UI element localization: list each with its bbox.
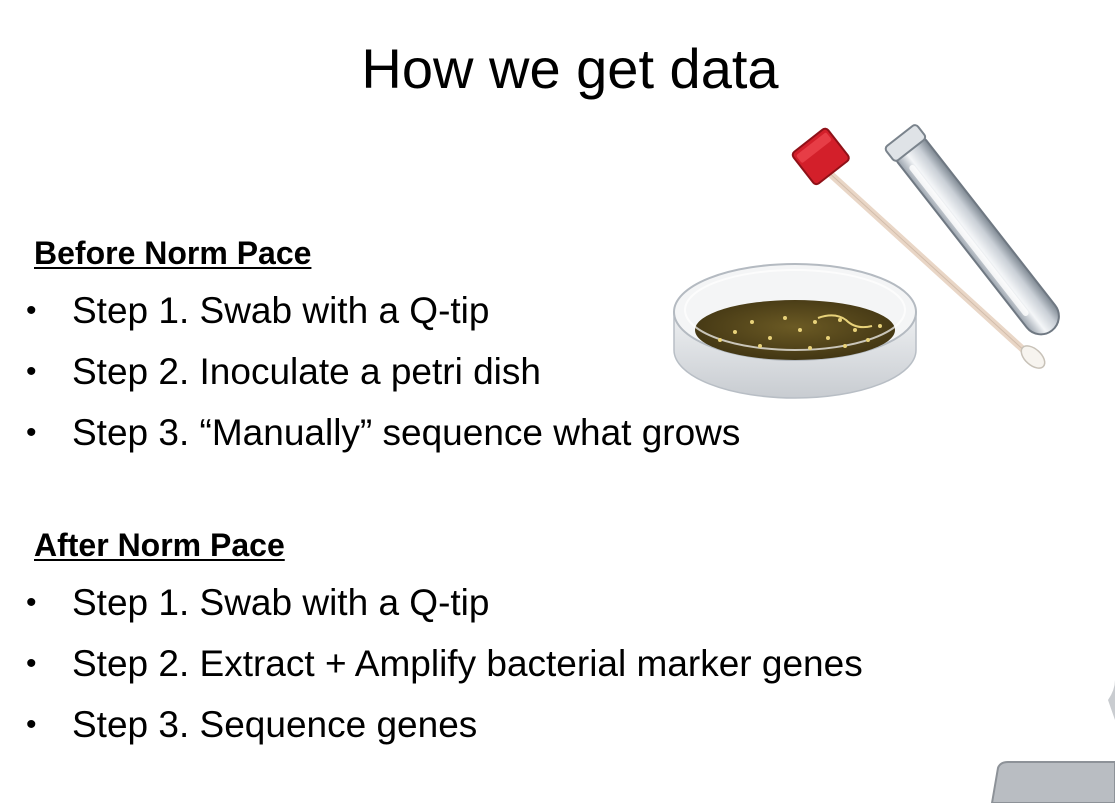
slide-title: How we get data: [361, 37, 779, 100]
bullet-icon: •: [26, 355, 37, 388]
after-heading: After Norm Pace: [34, 527, 285, 563]
bullet-icon: •: [26, 416, 37, 449]
swab-icon: [791, 127, 1046, 369]
bullet-icon: •: [26, 647, 37, 680]
step-text: Step 1. Swab with a Q-tip: [72, 290, 490, 331]
bullet-icon: •: [26, 294, 37, 327]
bullet-icon: •: [26, 708, 37, 741]
bullet-icon: •: [26, 586, 37, 619]
step-text: Step 3. “Manually” sequence what grows: [72, 412, 741, 453]
petri-dish-icon: [673, 263, 917, 399]
step-text: Step 2. Extract + Amplify bacterial mark…: [72, 643, 863, 684]
step-text: Step 1. Swab with a Q-tip: [72, 582, 490, 623]
before-heading: Before Norm Pace: [34, 235, 312, 271]
step-text: Step 3. Sequence genes: [72, 704, 478, 745]
laptop-edge: [990, 680, 1115, 803]
test-tube-icon: [884, 124, 1060, 336]
step-text: Step 2. Inoculate a petri dish: [72, 351, 541, 392]
